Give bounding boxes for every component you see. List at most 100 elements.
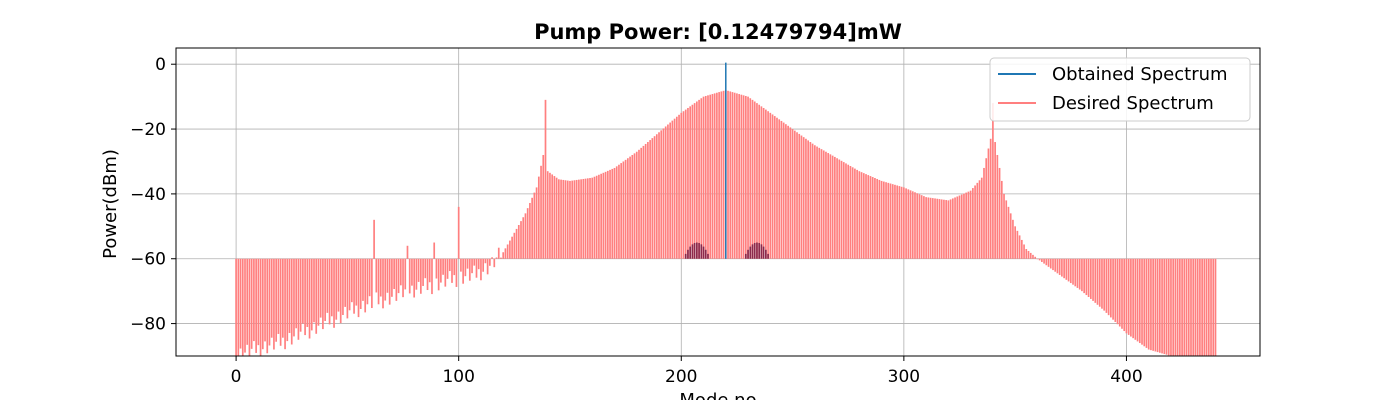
obtained-sideband-bar xyxy=(687,249,689,259)
obtained-sideband-bar xyxy=(751,244,754,259)
desired-spectrum-bar xyxy=(486,258,489,275)
desired-spectrum-bar xyxy=(357,258,360,318)
desired-spectrum-bar xyxy=(927,197,930,259)
desired-spectrum-bar xyxy=(500,257,502,259)
desired-spectrum-bar xyxy=(867,175,870,259)
desired-spectrum-bar xyxy=(874,178,876,259)
desired-spectrum-bar xyxy=(994,142,996,259)
desired-spectrum-bar xyxy=(642,145,645,259)
desired-spectrum-bar xyxy=(1058,258,1061,275)
desired-spectrum-bar xyxy=(620,163,623,259)
desired-spectrum-bar xyxy=(1121,258,1123,329)
desired-spectrum-bar xyxy=(433,242,436,259)
desired-spectrum-bar xyxy=(1025,249,1028,259)
desired-spectrum-bar xyxy=(655,134,658,259)
desired-spectrum-bar xyxy=(776,117,778,259)
obtained-sideband-bar xyxy=(700,244,703,259)
desired-spectrum-bar xyxy=(638,149,640,259)
y-tick-label: −40 xyxy=(130,185,166,205)
desired-spectrum-bar xyxy=(840,160,843,259)
obtained-sideband-bar xyxy=(689,246,692,259)
desired-spectrum-bar xyxy=(1105,258,1108,313)
desired-spectrum-bar xyxy=(845,163,847,259)
desired-spectrum-bar xyxy=(420,258,422,294)
desired-spectrum-bar xyxy=(266,258,269,354)
desired-spectrum-bar xyxy=(288,258,291,333)
desired-spectrum-bar xyxy=(976,182,979,259)
desired-spectrum-bar xyxy=(393,258,395,290)
desired-spectrum-bar xyxy=(1212,258,1215,356)
desired-spectrum-bar xyxy=(540,165,542,259)
desired-spectrum-bar xyxy=(758,104,761,259)
desired-spectrum-bar xyxy=(1016,230,1019,259)
desired-spectrum-bar xyxy=(627,158,629,259)
desired-spectrum-bar xyxy=(876,178,878,259)
desired-spectrum-bar xyxy=(635,151,638,259)
desired-spectrum-bar xyxy=(793,130,796,259)
desired-spectrum-bar xyxy=(951,198,954,259)
desired-spectrum-bar xyxy=(856,169,858,259)
obtained-sideband-bar xyxy=(707,253,709,259)
desired-spectrum-bar xyxy=(1061,258,1063,277)
desired-spectrum-bar xyxy=(1018,235,1021,259)
desired-spectrum-bar xyxy=(903,187,905,259)
desired-spectrum-bar xyxy=(308,258,311,339)
desired-spectrum-bar xyxy=(647,142,649,259)
desired-spectrum-bar xyxy=(765,109,767,259)
desired-spectrum-bar xyxy=(386,258,389,293)
desired-spectrum-bar xyxy=(1130,258,1132,337)
desired-spectrum-bar xyxy=(943,199,945,259)
desired-spectrum-bar xyxy=(916,193,919,259)
desired-spectrum-bar xyxy=(1087,258,1090,297)
desired-spectrum-bar xyxy=(368,258,371,297)
desired-spectrum-bar xyxy=(578,179,580,259)
obtained-sideband-bar xyxy=(758,242,761,259)
desired-spectrum-bar xyxy=(413,258,416,298)
desired-spectrum-bar xyxy=(284,258,286,350)
desired-spectrum-bar xyxy=(722,90,725,259)
desired-spectrum-bar xyxy=(720,91,723,259)
desired-spectrum-bar xyxy=(967,191,970,259)
desired-spectrum-bar xyxy=(1110,258,1112,318)
desired-spectrum-bar xyxy=(871,177,874,259)
desired-spectrum-bar xyxy=(1125,258,1128,334)
desired-spectrum-bar xyxy=(980,177,983,259)
desired-spectrum-bar xyxy=(1092,258,1094,301)
desired-spectrum-bar xyxy=(511,236,513,259)
desired-spectrum-bar xyxy=(773,116,776,259)
obtained-sideband-bar xyxy=(696,242,698,259)
desired-spectrum-bar xyxy=(484,258,487,264)
desired-spectrum-bar xyxy=(760,106,763,259)
desired-spectrum-bar xyxy=(428,258,431,283)
desired-spectrum-bar xyxy=(978,180,981,259)
desired-spectrum-bar xyxy=(270,258,273,338)
desired-spectrum-bar xyxy=(435,258,438,279)
desired-spectrum-bar xyxy=(611,168,614,259)
desired-spectrum-bar xyxy=(1089,258,1092,299)
obtained-sideband-bar xyxy=(749,246,752,259)
desired-spectrum-bar xyxy=(858,171,861,259)
desired-spectrum-bar xyxy=(929,197,932,259)
obtained-sideband-bar xyxy=(767,253,769,259)
desired-spectrum-bar xyxy=(1063,258,1065,279)
obtained-sidebands xyxy=(684,242,769,259)
desired-spectrum-bar xyxy=(644,143,647,259)
desired-spectrum-bar xyxy=(497,247,500,259)
desired-spectrum-bar xyxy=(925,197,927,259)
desired-spectrum-bar xyxy=(651,138,654,259)
desired-spectrum-bar xyxy=(364,258,367,313)
desired-spectrum-bar xyxy=(887,182,890,259)
desired-spectrum-bar xyxy=(992,103,994,259)
desired-spectrum-bar xyxy=(522,217,525,259)
desired-spectrum-bar xyxy=(1096,258,1099,305)
x-axis-label: Mode no xyxy=(679,390,756,400)
desired-spectrum-bar xyxy=(482,258,485,272)
desired-spectrum-bar xyxy=(813,145,816,259)
desired-spectrum-bar xyxy=(738,94,740,259)
desired-spectrum-bar xyxy=(983,167,985,259)
legend: Obtained Spectrum Desired Spectrum xyxy=(989,57,1251,122)
desired-spectrum-bar xyxy=(1147,258,1150,350)
desired-spectrum-bar xyxy=(604,171,607,259)
desired-spectrum-bar xyxy=(377,258,380,305)
desired-spectrum-bar xyxy=(965,192,968,259)
